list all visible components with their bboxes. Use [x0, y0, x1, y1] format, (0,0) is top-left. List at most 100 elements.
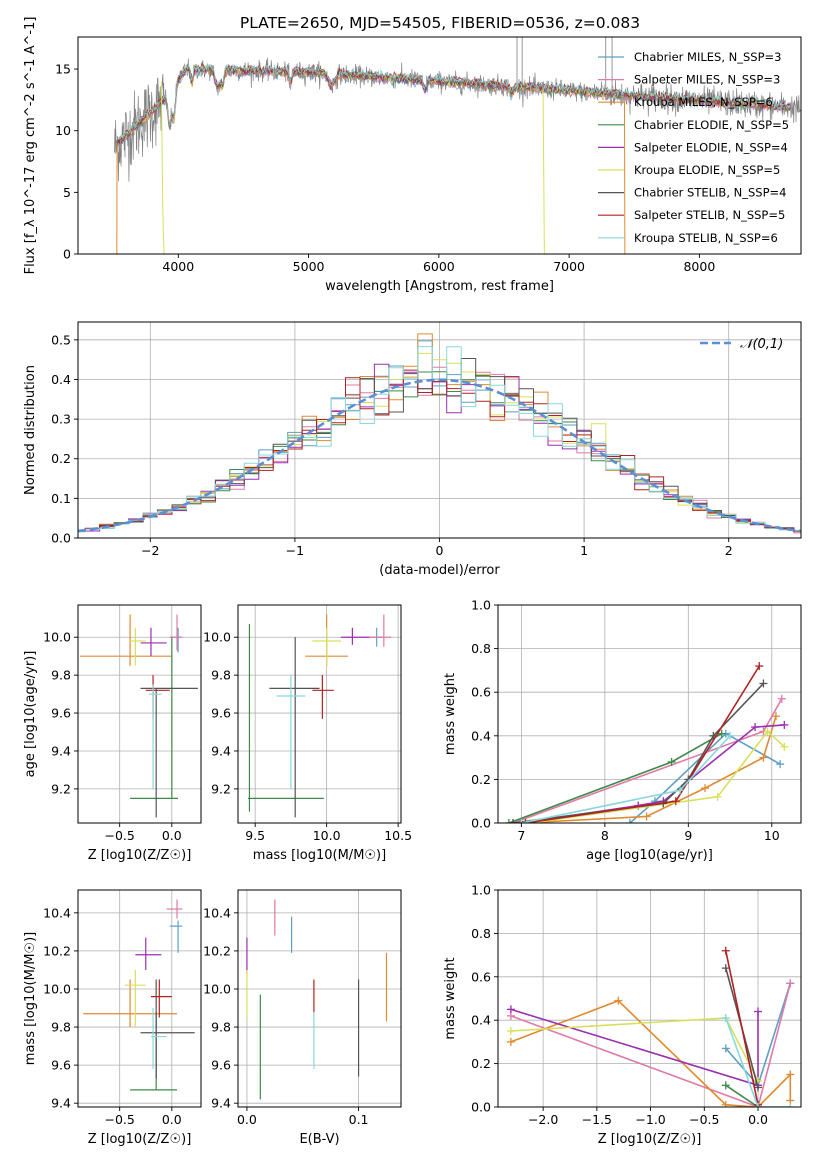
y-tick-label: 9.8: [211, 1020, 231, 1035]
y-axis-label: mass weight: [443, 673, 458, 755]
error-bar: [269, 637, 320, 818]
gridlines: [78, 890, 201, 1107]
y-tick-label: 9.4: [211, 1096, 231, 1111]
weight-point: [759, 753, 768, 762]
y-axis-label: Normed distribution: [23, 365, 38, 495]
y-tick-label: 9.4: [51, 743, 71, 758]
x-tick-label: −0.5: [105, 1112, 135, 1127]
x-tick-label: 7: [517, 828, 525, 843]
gridlines: [238, 890, 401, 1107]
error-bar: [169, 920, 183, 953]
gridlines: [498, 604, 801, 824]
error-bar: [369, 614, 391, 647]
x-tick-label: 7000: [553, 259, 585, 274]
y-tick-label: 0.8: [471, 926, 491, 941]
weight-point: [667, 757, 676, 766]
y-tick-label: 9.4: [51, 1096, 71, 1111]
panel-mass_vs_ebv: 0.0 0.1 9.4 9.6 9.8 10.0 10.2 10.4 E(B-V): [203, 889, 402, 1147]
x-tick-label: 10.5: [384, 828, 412, 843]
x-axis-label: age [log10(age/yr)]: [586, 848, 713, 863]
error-bar: [312, 675, 334, 719]
y-tick-label: 10.0: [203, 981, 231, 996]
weight-line: [521, 724, 785, 823]
weight-line: [510, 983, 792, 1107]
y-tick-label: 9.6: [211, 1058, 231, 1073]
x-axis-label: mass [log10(M/M☉)]: [253, 848, 386, 863]
x-tick-label: −1.5: [582, 1112, 612, 1127]
error-bar: [248, 623, 324, 812]
x-tick-label: 5000: [293, 259, 325, 274]
x-tick-label: −2.0: [528, 1112, 558, 1127]
panel-weight_vs_Z: −2.0 −1.5 −1.0 −0.5 0.0 0.0 0.2 0.4 0.6 0.8 1.0 Z […: [443, 883, 802, 1147]
x-axis-label: wavelength [Angstrom, rest frame]: [325, 279, 554, 294]
y-tick-label: 9.6: [51, 1058, 71, 1073]
x-axis-label: Z [log10(Z/Z☉)]: [88, 848, 192, 863]
weight-point: [755, 662, 764, 671]
weight-point: [759, 679, 768, 688]
y-tick-label: 0.0: [471, 816, 491, 831]
error-bar: [124, 969, 146, 1028]
weight-point: [751, 723, 760, 732]
x-tick-label: 0.0: [748, 1112, 768, 1127]
x-tick-label: 6000: [423, 259, 455, 274]
error-bar: [276, 675, 306, 789]
model-spectrum-line: [119, 62, 791, 139]
residual-histogram: [78, 333, 801, 532]
legend-label: Salpeter MILES, N_SSP=3: [634, 73, 780, 87]
weight-point: [521, 819, 530, 823]
x-tick-label: 0.1: [349, 1112, 369, 1127]
axes-frame: [77, 604, 202, 824]
weight-point: [509, 819, 518, 823]
x-tick-label: 9.5: [245, 828, 265, 843]
weight-point: [786, 1070, 795, 1079]
weight-point: [726, 731, 735, 740]
weight-point: [721, 964, 730, 973]
x-tick-label: 10: [764, 828, 780, 843]
weight-line: [725, 1084, 759, 1107]
y-tick-label: 9.8: [211, 668, 231, 683]
y-tick-label: 9.6: [211, 706, 231, 721]
weight-point: [721, 1100, 730, 1107]
plot-area: [114, 37, 801, 254]
weight-point: [721, 1081, 730, 1090]
weight-line: [510, 1008, 759, 1087]
weight-line: [725, 950, 759, 1105]
y-tick-label: 0.0: [51, 531, 71, 546]
x-tick-label: 10.0: [313, 828, 341, 843]
weight-point: [713, 792, 722, 801]
plot-area: [506, 946, 795, 1107]
y-tick-label: 1.0: [471, 598, 491, 613]
error-bar: [340, 627, 370, 645]
y-tick-label: 0.0: [471, 1100, 491, 1115]
y-tick-label: 0.1: [51, 491, 71, 506]
y-tick-label: 10.2: [43, 943, 71, 958]
axes-frame: [497, 889, 802, 1108]
gridlines: [78, 605, 201, 823]
weight-point: [717, 729, 726, 738]
x-tick-label: 9: [684, 828, 692, 843]
weight-point: [675, 786, 684, 795]
y-tick-label: 9.8: [51, 1020, 71, 1035]
figure-title: PLATE=2650, MJD=54505, FIBERID=0536, z=0…: [240, 14, 640, 32]
y-tick-label: 10.4: [203, 905, 231, 920]
weight-point: [517, 819, 526, 823]
weight-line: [510, 999, 792, 1107]
x-axis-label: (data-model)/error: [379, 563, 500, 578]
weight-point: [771, 712, 780, 721]
legend-label: Kroupa MILES, N_SSP=6: [634, 95, 773, 109]
y-tick-label: 0.5: [51, 332, 71, 347]
panel-age_vs_Z: −0.5 0.0 9.2 9.4 9.6 9.8 10.0 Z [log10(Z/Z☉)] ag…: [23, 604, 202, 863]
model-edge-drop: [542, 88, 545, 254]
weight-point: [780, 720, 789, 729]
y-tick-label: 15: [55, 62, 71, 77]
weight-point: [754, 1083, 763, 1092]
legend-label: Chabrier STELIB, N_SSP=4: [634, 186, 786, 200]
weight-line: [725, 1017, 791, 1107]
x-tick-label: 0.0: [237, 1112, 257, 1127]
y-tick-label: 9.2: [51, 781, 71, 796]
weight-point: [786, 979, 795, 988]
weight-point: [721, 946, 730, 955]
error-bar: [166, 899, 183, 919]
y-axis-label: mass weight: [443, 957, 458, 1039]
y-tick-label: 10: [55, 123, 71, 138]
